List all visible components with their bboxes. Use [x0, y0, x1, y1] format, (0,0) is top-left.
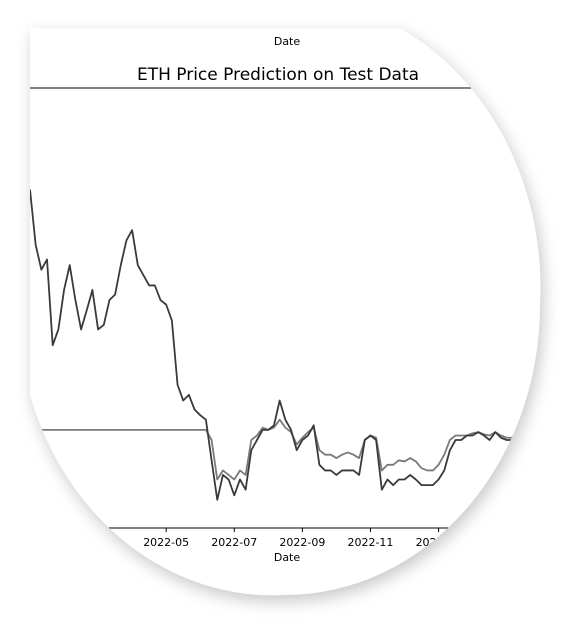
x-axis-label: Date — [274, 551, 301, 564]
x-tick-label: 2022-05 — [143, 536, 189, 549]
previous-x-label: Date — [274, 35, 301, 48]
price-line — [30, 418, 519, 481]
plot-frame — [30, 87, 541, 529]
price-line — [30, 189, 519, 501]
chart-title: ETH Price Prediction on Test Data — [137, 65, 419, 85]
x-tick-label: 2022-09 — [279, 536, 325, 549]
x-tick-label: 2022-07 — [211, 536, 257, 549]
x-tick-label: 2022-11 — [347, 536, 393, 549]
